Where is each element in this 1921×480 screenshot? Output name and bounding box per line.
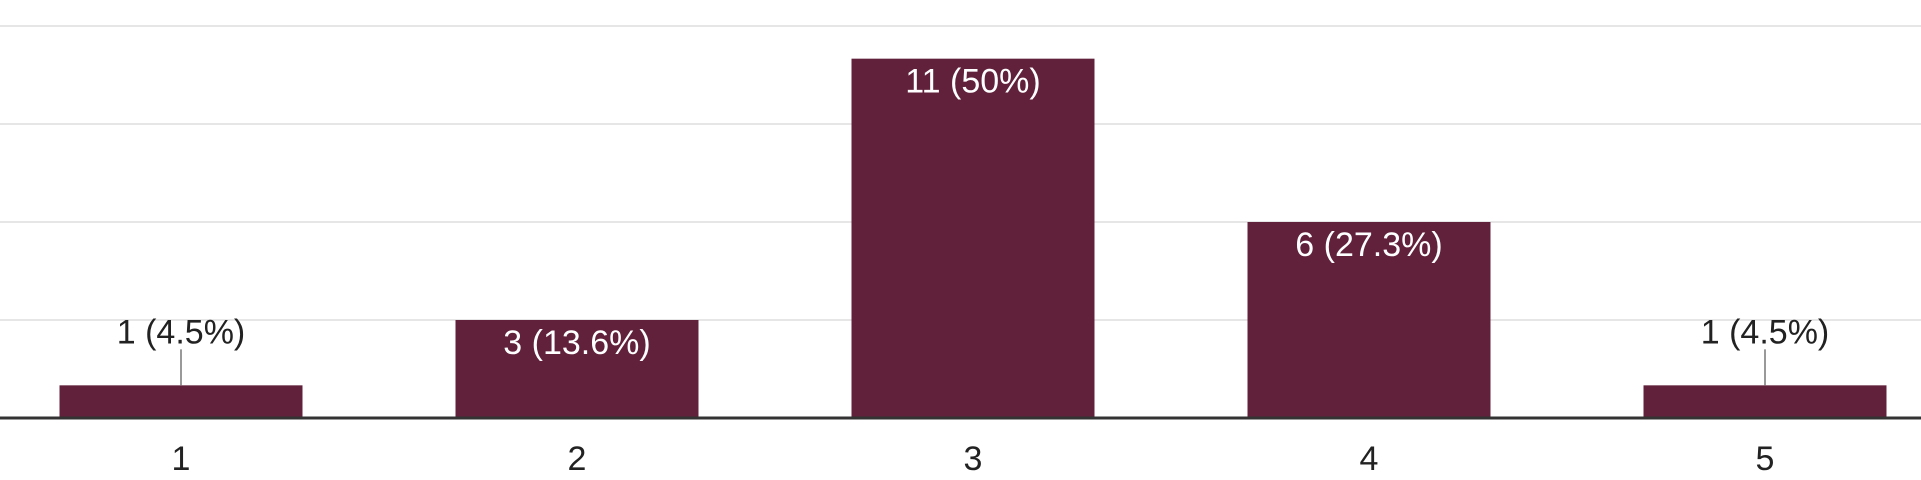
- data-label-2: 3 (13.6%): [503, 324, 650, 362]
- bar-4: [1247, 222, 1491, 418]
- x-tick-label-4: 4: [1360, 440, 1379, 478]
- bars: [59, 58, 1887, 419]
- data-label-3: 11 (50%): [905, 63, 1040, 101]
- bar-2: [455, 320, 699, 418]
- x-tick-label-2: 2: [568, 440, 587, 478]
- bar-5: [1643, 385, 1887, 418]
- data-labels: 1 (4.5%) 3 (13.6%) 11 (50%) 6 (27.3%) 1 (4.5…: [117, 63, 1830, 386]
- data-label-4: 6 (27.3%): [1295, 226, 1442, 264]
- x-tick-label-1: 1: [172, 440, 191, 478]
- bar-3: [851, 58, 1095, 419]
- data-label-5: 1 (4.5%): [1701, 313, 1830, 351]
- x-tick-labels: 1 2 3 4 5: [172, 440, 1775, 478]
- x-tick-label-5: 5: [1756, 440, 1775, 478]
- data-label-1: 1 (4.5%): [117, 313, 246, 351]
- bar-1: [59, 385, 303, 418]
- x-tick-label-3: 3: [964, 440, 983, 478]
